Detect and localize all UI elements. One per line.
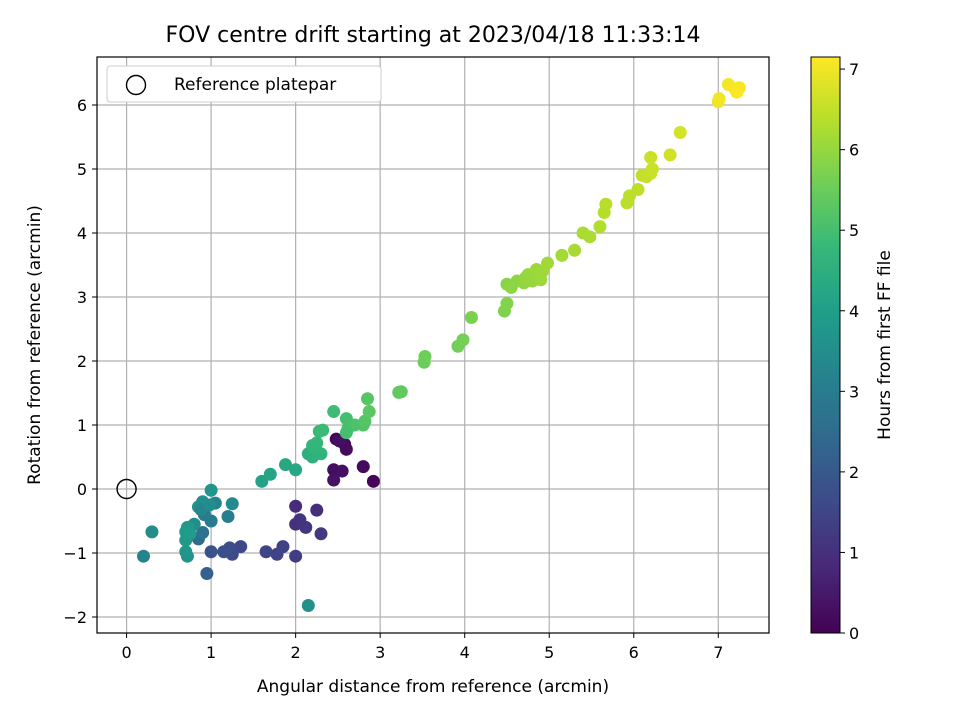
data-point [464,310,478,324]
data-point [568,243,582,257]
x-axis-label: Angular distance from reference (arcmin) [257,677,609,697]
data-point [366,474,380,488]
data-point [631,182,645,196]
y-tick-label: 3 [77,288,87,307]
data-point [263,467,277,481]
colorbar-tick-label: 6 [849,141,859,160]
data-point [730,85,744,99]
x-tick-label: 2 [291,643,301,662]
data-point [145,525,159,539]
data-point [362,405,376,419]
x-tick-label: 1 [206,643,216,662]
data-point [327,405,341,419]
colorbar-fill [810,56,841,634]
data-point [555,248,569,262]
chart-title: FOV centre drift starting at 2023/04/18 … [166,23,701,48]
data-point [204,545,218,559]
data-point [204,483,218,497]
x-tick-label: 3 [375,643,385,662]
data-point [456,333,470,347]
data-points [136,78,746,612]
data-point [644,150,658,164]
data-point [394,385,408,399]
y-tick-label: 4 [77,224,87,243]
data-point [289,463,303,477]
data-point [204,514,218,528]
data-point [599,197,613,211]
data-point [360,392,374,406]
reference-point [116,478,137,500]
data-point [356,460,370,474]
x-axis-ticks: 0 1 2 3 4 5 6 7 [121,633,723,662]
colorbar-tick-label: 1 [849,543,859,562]
data-point [500,296,514,310]
data-point [179,545,193,559]
reference-marker [116,478,137,500]
colorbar-tick-label: 4 [849,302,859,321]
data-point [310,436,324,450]
data-point [202,498,216,512]
legend-reference-marker [125,74,147,96]
data-point [289,549,303,563]
colorbar-tick-label: 3 [849,382,859,401]
x-tick-label: 0 [121,643,131,662]
data-point [327,473,341,487]
y-tick-label: 5 [77,160,87,179]
data-point [335,464,349,478]
data-point [314,447,328,461]
grid-lines [97,57,769,633]
x-tick-label: 5 [544,643,554,662]
data-point [583,230,597,244]
data-point [217,545,231,559]
colorbar-tick-label: 0 [849,624,859,643]
data-point [278,458,292,472]
y-axis-ticks: −2 −1 0 1 2 3 4 5 6 [63,96,97,627]
colorbar-ticks: 0 1 2 3 4 5 6 7 [840,60,859,643]
y-tick-label: 1 [77,416,87,435]
data-point [270,547,284,561]
data-point [673,126,687,140]
legend: Reference platepar [106,65,382,103]
legend-label: Reference platepar [174,75,336,95]
data-point [418,350,432,364]
data-point [183,527,197,541]
plot-frame [96,56,770,634]
y-axis-label: Rotation from reference (arcmin) [25,205,45,485]
legend-box [106,65,382,103]
x-tick-label: 4 [460,643,470,662]
data-point [200,566,214,580]
y-tick-label: 6 [77,96,87,115]
data-point [316,423,330,437]
data-point [339,426,353,440]
data-point [225,497,239,511]
data-point [221,510,235,524]
colorbar-tick-label: 2 [849,463,859,482]
data-point [541,256,555,270]
data-point [289,499,303,513]
data-point [136,549,150,563]
data-point [314,527,328,541]
data-point [259,545,273,559]
data-point [663,148,677,162]
y-tick-label: 2 [77,352,87,371]
data-point [234,540,248,554]
data-point [645,162,659,176]
data-point [301,598,315,612]
data-point [712,92,726,106]
colorbar: 0 1 2 3 4 5 6 7 Hours from first FF file [810,56,895,643]
data-point [593,220,607,234]
colorbar-tick-label: 5 [849,221,859,240]
y-tick-label: −1 [63,544,87,563]
x-tick-label: 6 [629,643,639,662]
data-point [196,526,210,540]
data-point [310,503,324,517]
colorbar-tick-label: 7 [849,60,859,79]
y-tick-label: 0 [77,480,87,499]
colorbar-label: Hours from first FF file [875,250,895,440]
x-tick-label: 7 [713,643,723,662]
data-point [299,520,313,534]
y-tick-label: −2 [63,608,87,627]
